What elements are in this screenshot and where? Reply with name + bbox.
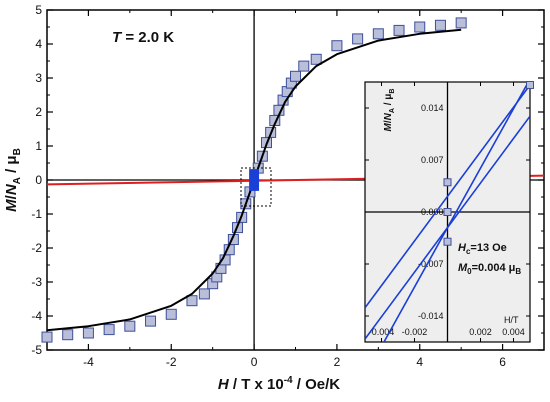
- data-point: [103, 324, 115, 336]
- inset-loop-line-3: [365, 115, 530, 340]
- x-tick-label: -2: [166, 355, 177, 369]
- y-tick-label: -3: [31, 275, 42, 289]
- data-point: [41, 331, 53, 343]
- y-axis-title: M/NA / μB: [3, 148, 23, 212]
- y-tick-label: -5: [31, 343, 42, 357]
- inset-loop-line-1: [383, 82, 530, 342]
- x-tick-label: 6: [499, 355, 506, 369]
- y-tick-label: -2: [31, 241, 42, 255]
- remanence-annotation: M0=0.004 μB: [458, 262, 521, 276]
- data-point: [124, 320, 136, 332]
- x-tick-label: 4: [416, 355, 423, 369]
- y-tick-label: 2: [35, 105, 42, 119]
- inset-series: [365, 80, 534, 342]
- inset-x-tick-label: 0.004: [502, 327, 525, 337]
- data-point: [352, 33, 364, 45]
- x-tick-label: -4: [83, 355, 94, 369]
- data-point: [62, 329, 74, 341]
- data-point: [82, 327, 94, 339]
- coercive-field-annotation: Hc=13 Oe: [458, 242, 507, 256]
- inset-y-tick-label: 0.014: [421, 103, 444, 113]
- main-tick-labels: -4 -2 0 2 4 6 -5 -4 -3 -2 -1 0 1 2 3 4 5: [31, 3, 506, 369]
- inset-lines: [365, 82, 530, 342]
- data-point: [165, 308, 177, 320]
- inset-x-tick-label: 0.002: [469, 327, 492, 337]
- x-tick-label: 2: [334, 355, 341, 369]
- inset-data-point: [443, 237, 452, 246]
- data-point: [186, 295, 198, 307]
- x-axis-title: H / T x 10-4 / Oe/K: [218, 375, 340, 393]
- inset-x-tick-label: -0.004: [369, 327, 395, 337]
- y-tick-label: 4: [35, 37, 42, 51]
- data-point: [290, 70, 301, 82]
- x-tick-label: 0: [251, 355, 258, 369]
- inset-x-tick-label: -0.002: [402, 327, 428, 337]
- y-tick-label: 0: [35, 173, 42, 187]
- y-tick-label: 1: [35, 139, 42, 153]
- inset-y-tick-label: 0.007: [421, 155, 444, 165]
- inset-data-point: [526, 80, 534, 89]
- y-tick-label: 3: [35, 71, 42, 85]
- main-series: [41, 17, 545, 343]
- inset-y-tick-label: -0.014: [418, 311, 444, 321]
- inset-y-tick-label: -0.007: [418, 259, 444, 269]
- data-point: [145, 315, 157, 327]
- y-tick-label: -1: [31, 207, 42, 221]
- data-point: [455, 17, 467, 29]
- y-tick-label: 5: [35, 3, 42, 17]
- data-point: [393, 24, 405, 36]
- data-point: [372, 28, 384, 40]
- inset-chart: -0.004 -0.002 0.002 0.004-0.014-0.0070.0000…: [364, 80, 534, 343]
- zoom-region-box: [240, 167, 272, 207]
- inset-data-point: [443, 178, 452, 187]
- data-point: [198, 288, 210, 300]
- y-tick-label: -4: [31, 309, 42, 323]
- data-point: [331, 40, 343, 52]
- data-point: [310, 53, 322, 65]
- inset-loop-line-2: [365, 84, 530, 309]
- data-point: [434, 19, 446, 31]
- data-point: [298, 60, 310, 72]
- low-field-loop: [249, 169, 260, 191]
- inset-data-point: [443, 208, 452, 216]
- data-point: [414, 21, 426, 33]
- temperature-annotation: T = 2.0 K: [112, 29, 174, 46]
- inset-x-axis-title: H/T: [504, 315, 519, 325]
- inset-y-axis-title: M/NA / μB: [383, 89, 396, 132]
